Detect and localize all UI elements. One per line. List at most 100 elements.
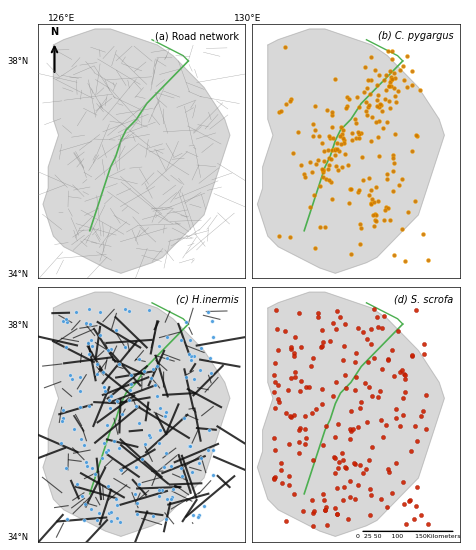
- Point: [106, 403, 114, 412]
- Polygon shape: [43, 29, 229, 273]
- Point: [348, 425, 356, 433]
- Point: [317, 164, 325, 173]
- Point: [375, 151, 382, 160]
- Point: [383, 174, 390, 183]
- Point: [368, 211, 376, 219]
- Point: [308, 521, 316, 530]
- Point: [412, 482, 420, 491]
- Point: [182, 372, 189, 381]
- Point: [345, 492, 353, 501]
- Point: [371, 210, 379, 219]
- Text: (c) H.inermis: (c) H.inermis: [176, 295, 238, 305]
- Point: [340, 150, 348, 158]
- Point: [412, 132, 420, 141]
- Point: [115, 443, 122, 452]
- Point: [365, 174, 372, 183]
- Point: [337, 140, 345, 149]
- Point: [290, 373, 298, 382]
- Point: [306, 362, 314, 371]
- Point: [347, 407, 354, 416]
- Point: [147, 374, 154, 383]
- Point: [309, 509, 317, 518]
- Point: [274, 380, 281, 389]
- Point: [396, 66, 403, 75]
- Point: [208, 333, 216, 342]
- Point: [366, 137, 374, 146]
- Text: (d) S. scrofa: (d) S. scrofa: [394, 295, 453, 305]
- Point: [374, 117, 382, 125]
- Point: [386, 67, 393, 75]
- Point: [108, 344, 115, 353]
- Point: [331, 151, 338, 160]
- Point: [163, 353, 170, 362]
- Point: [330, 504, 337, 513]
- Point: [187, 356, 195, 365]
- Point: [163, 333, 170, 342]
- Point: [368, 113, 376, 122]
- Point: [418, 407, 426, 416]
- Point: [373, 81, 380, 90]
- Point: [131, 402, 139, 410]
- Point: [359, 87, 367, 96]
- Point: [350, 459, 358, 468]
- Point: [93, 360, 101, 368]
- Point: [346, 477, 353, 486]
- Point: [333, 144, 340, 153]
- Point: [308, 354, 316, 363]
- Point: [105, 508, 112, 517]
- Point: [285, 439, 292, 448]
- Point: [296, 387, 304, 396]
- Point: [319, 495, 327, 504]
- Point: [184, 442, 192, 450]
- Point: [155, 438, 162, 447]
- Point: [419, 349, 427, 358]
- Point: [359, 328, 367, 337]
- Point: [112, 494, 120, 503]
- Polygon shape: [257, 292, 443, 536]
- Point: [103, 421, 111, 430]
- Point: [372, 217, 379, 226]
- Point: [340, 482, 347, 491]
- Point: [338, 496, 346, 504]
- Text: N: N: [50, 26, 59, 36]
- Point: [141, 439, 149, 448]
- Point: [327, 123, 335, 132]
- Point: [332, 139, 340, 147]
- Point: [312, 160, 319, 169]
- Point: [76, 387, 84, 395]
- Point: [310, 244, 318, 252]
- Point: [333, 420, 341, 428]
- Point: [269, 474, 277, 483]
- Point: [180, 414, 188, 423]
- Point: [104, 482, 111, 491]
- Point: [391, 129, 398, 138]
- Point: [370, 210, 377, 219]
- Point: [347, 426, 354, 435]
- Point: [167, 461, 175, 470]
- Point: [287, 95, 295, 103]
- Point: [407, 81, 415, 90]
- Point: [381, 421, 389, 430]
- Point: [375, 100, 383, 109]
- Point: [412, 502, 419, 511]
- Point: [386, 76, 394, 85]
- Point: [140, 366, 148, 375]
- Point: [119, 410, 126, 419]
- Point: [354, 323, 361, 332]
- Point: [296, 424, 303, 432]
- Point: [398, 411, 406, 420]
- Point: [115, 359, 122, 368]
- Point: [373, 102, 380, 111]
- Point: [326, 337, 334, 345]
- Point: [405, 497, 412, 505]
- Point: [397, 224, 405, 233]
- Point: [116, 518, 123, 526]
- Point: [340, 371, 347, 380]
- Point: [344, 514, 351, 523]
- Point: [384, 354, 391, 363]
- Point: [289, 348, 297, 357]
- Point: [310, 191, 317, 200]
- Point: [76, 373, 84, 382]
- Point: [311, 102, 318, 111]
- Point: [355, 102, 362, 111]
